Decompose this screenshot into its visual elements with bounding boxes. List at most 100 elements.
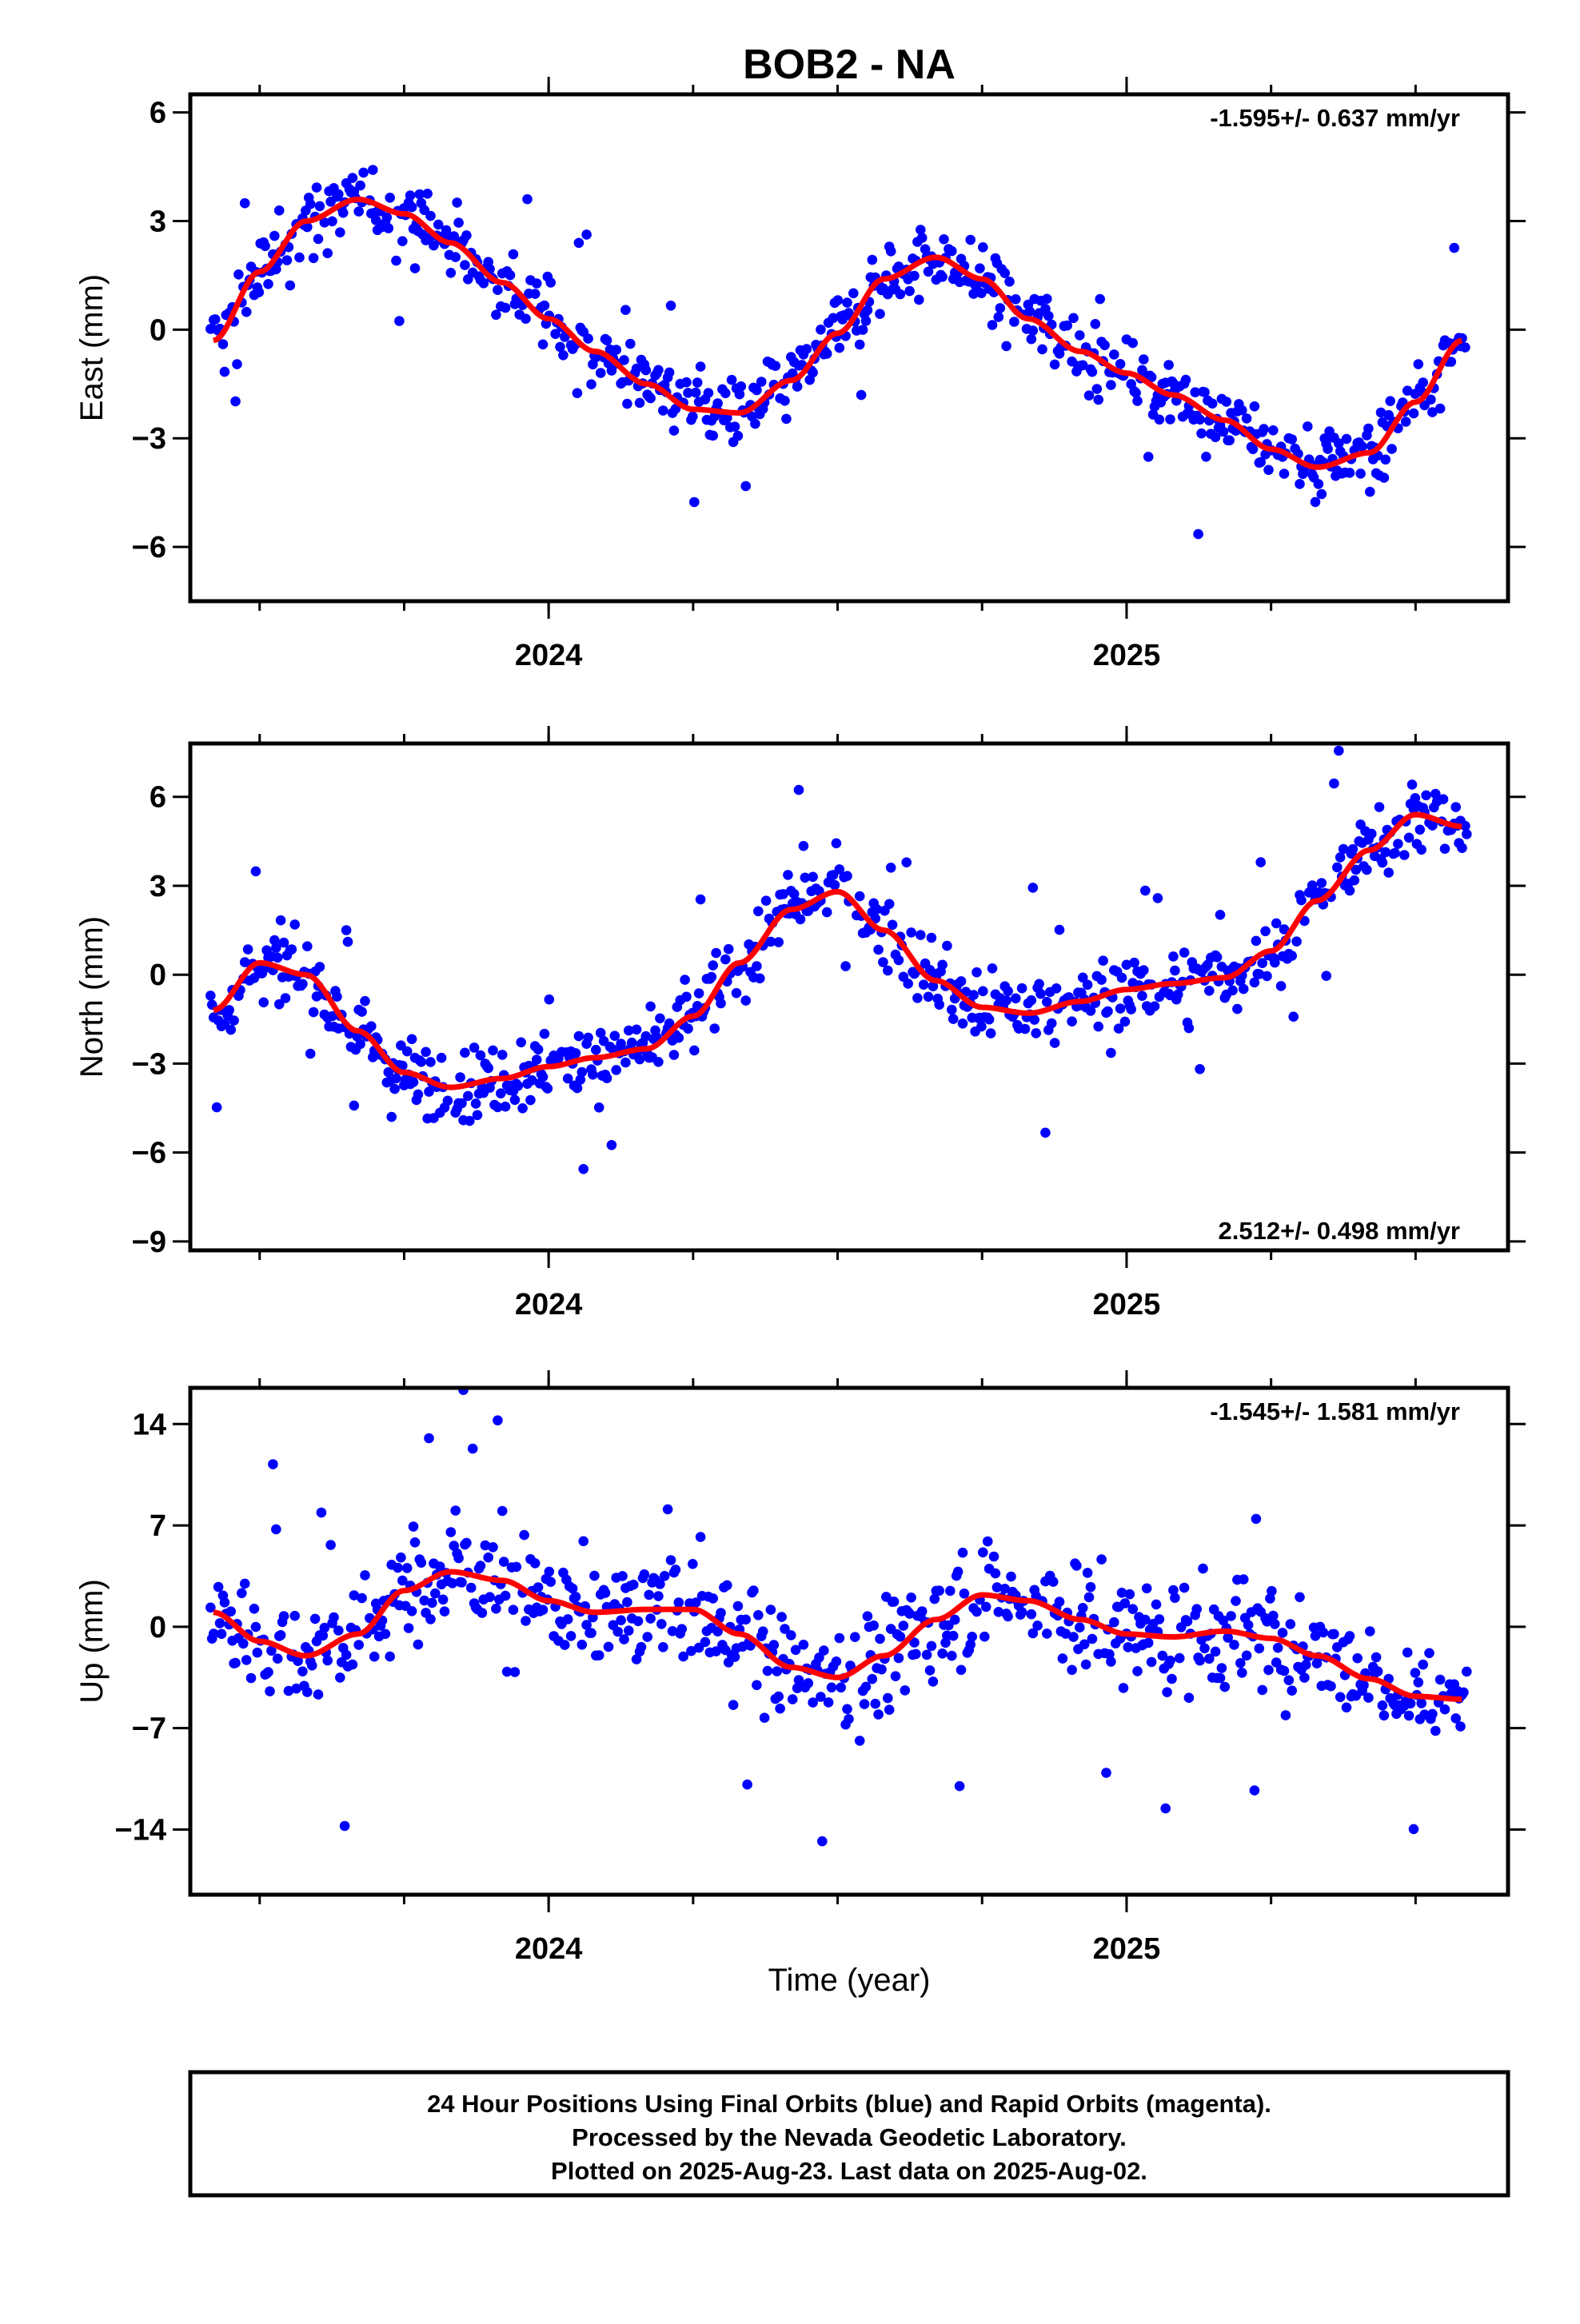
up-data-point bbox=[1082, 1568, 1093, 1578]
north-data-point bbox=[934, 999, 944, 1010]
up-data-point bbox=[1237, 1668, 1247, 1678]
north-y-axis-label: North (mm) bbox=[74, 916, 110, 1078]
east-data-point bbox=[1087, 366, 1098, 377]
north-data-point bbox=[1232, 1003, 1243, 1015]
up-data-point bbox=[834, 1632, 845, 1644]
east-data-point bbox=[1093, 394, 1103, 405]
up-data-point bbox=[748, 1585, 759, 1596]
up-data-point bbox=[817, 1836, 828, 1847]
north-data-point bbox=[408, 1077, 419, 1087]
up-data-point bbox=[1263, 1664, 1274, 1676]
up-data-point bbox=[1087, 1633, 1098, 1644]
up-data-point bbox=[567, 1583, 578, 1594]
east-data-point bbox=[383, 223, 394, 233]
up-data-point bbox=[928, 1676, 939, 1687]
east-data-point bbox=[631, 363, 642, 374]
north-data-point bbox=[1270, 957, 1280, 968]
east-data-point bbox=[452, 197, 462, 208]
north-data-point bbox=[493, 1102, 503, 1113]
up-data-point bbox=[465, 1582, 477, 1593]
north-data-point bbox=[1410, 793, 1421, 803]
north-data-point bbox=[854, 891, 865, 902]
up-data-point bbox=[616, 1615, 626, 1625]
east-data-point bbox=[1139, 354, 1149, 365]
up-data-point bbox=[1352, 1652, 1363, 1664]
up-data-point bbox=[425, 1614, 436, 1624]
north-data-point bbox=[631, 1024, 642, 1035]
north-data-point bbox=[1288, 1011, 1299, 1022]
east-data-point bbox=[909, 270, 920, 281]
north-data-point bbox=[1287, 951, 1297, 961]
east-data-point bbox=[916, 233, 928, 243]
north-data-point bbox=[1019, 1023, 1031, 1034]
up-fit-line bbox=[213, 1569, 1462, 1702]
north-data-point bbox=[424, 1086, 434, 1097]
east-data-point bbox=[848, 288, 859, 299]
up-data-point bbox=[967, 1632, 977, 1642]
up-data-point bbox=[1141, 1583, 1152, 1594]
east-data-point bbox=[1287, 434, 1297, 444]
up-data-point bbox=[873, 1709, 884, 1720]
east-data-point bbox=[294, 252, 305, 263]
up-data-point bbox=[752, 1680, 762, 1691]
east-data-point bbox=[460, 260, 470, 270]
up-data-point bbox=[335, 1672, 345, 1683]
up-data-point bbox=[434, 1561, 445, 1572]
east-data-point bbox=[611, 345, 621, 355]
up-data-point bbox=[529, 1558, 541, 1569]
up-data-point bbox=[1344, 1631, 1355, 1641]
north-data-point bbox=[525, 1094, 536, 1106]
north-data-point bbox=[271, 943, 281, 953]
east-data-point bbox=[860, 316, 872, 326]
east-y-tick-label: 3 bbox=[150, 205, 166, 239]
up-data-point bbox=[1047, 1577, 1059, 1587]
east-data-point bbox=[1344, 468, 1355, 478]
north-data-point bbox=[401, 1046, 413, 1057]
up-data-point bbox=[396, 1552, 406, 1563]
north-data-point bbox=[1140, 885, 1151, 896]
east-data-point bbox=[1011, 294, 1021, 305]
north-data-point bbox=[1380, 847, 1391, 858]
east-data-point bbox=[828, 313, 839, 324]
north-data-point bbox=[1093, 1021, 1103, 1032]
north-data-point bbox=[1034, 979, 1044, 990]
up-data-point bbox=[1183, 1692, 1195, 1703]
up-data-point bbox=[401, 1563, 413, 1573]
up-y-tick-label: 14 bbox=[133, 1408, 166, 1441]
east-data-point bbox=[1316, 488, 1327, 500]
up-data-point bbox=[909, 1637, 920, 1648]
up-data-point bbox=[816, 1692, 826, 1702]
up-data-point bbox=[787, 1694, 798, 1704]
north-data-point bbox=[562, 1073, 573, 1084]
north-data-point bbox=[513, 1081, 524, 1091]
north-data-point bbox=[606, 1140, 617, 1150]
up-data-point bbox=[1003, 1611, 1013, 1622]
north-plot-frame bbox=[188, 741, 1510, 1253]
up-data-point bbox=[238, 1638, 249, 1649]
east-data-point bbox=[770, 361, 781, 372]
up-data-point bbox=[1032, 1620, 1043, 1631]
north-data-point bbox=[544, 994, 555, 1005]
east-data-point bbox=[450, 252, 461, 262]
north-data-point bbox=[250, 866, 261, 877]
east-data-point bbox=[555, 341, 565, 353]
north-data-point bbox=[1096, 975, 1107, 985]
up-data-point bbox=[1430, 1725, 1441, 1736]
east-data-point bbox=[314, 201, 325, 212]
north-data-point bbox=[386, 1111, 397, 1122]
up-data-point bbox=[803, 1678, 814, 1688]
up-data-point bbox=[854, 1736, 865, 1746]
north-data-point bbox=[1329, 778, 1339, 789]
up-data-point bbox=[1268, 1610, 1279, 1621]
east-data-point bbox=[1131, 388, 1141, 398]
up-data-point bbox=[533, 1582, 544, 1593]
north-data-point bbox=[1082, 979, 1093, 991]
north-data-point bbox=[516, 1037, 526, 1048]
east-data-point bbox=[1255, 456, 1266, 468]
north-data-point bbox=[956, 976, 967, 987]
up-data-point bbox=[1223, 1632, 1233, 1643]
north-data-point bbox=[681, 991, 692, 1003]
east-data-point bbox=[491, 309, 501, 321]
up-data-point bbox=[893, 1652, 904, 1664]
up-data-point bbox=[1057, 1653, 1068, 1664]
